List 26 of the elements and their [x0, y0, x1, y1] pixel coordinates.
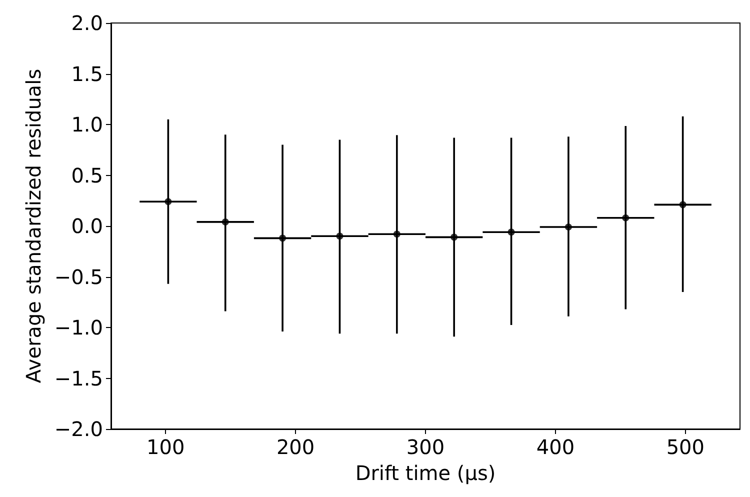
point — [393, 230, 400, 238]
y-tick-label: −1.0 — [54, 316, 103, 340]
point — [679, 201, 686, 208]
point — [450, 234, 458, 241]
y-tick-label: 0.5 — [71, 163, 103, 188]
point — [222, 218, 229, 226]
x-tick-label: 500 — [666, 435, 705, 459]
x-tick-label: 300 — [406, 435, 445, 459]
y-tick-label: −0.5 — [54, 264, 103, 289]
x-axis-title: Drift time (μs) — [355, 461, 496, 485]
y-axis-title: Average standardized residuals — [22, 68, 46, 384]
point — [508, 228, 515, 236]
x-tick-label: 100 — [146, 435, 185, 459]
y-tick-label: 0.0 — [71, 214, 103, 238]
y-tick-label: 1.0 — [71, 112, 103, 136]
point — [564, 224, 572, 231]
x-tick-label: 400 — [536, 435, 575, 459]
x-tick-label: 200 — [276, 435, 315, 459]
point — [336, 232, 344, 240]
point — [622, 214, 630, 222]
y-tick-label: 2.0 — [71, 11, 103, 35]
point — [164, 198, 172, 206]
point — [279, 234, 286, 242]
y-tick-label: −1.5 — [54, 366, 103, 390]
y-tick-label: −2.0 — [54, 417, 103, 441]
y-tick-label: 1.5 — [71, 62, 103, 86]
